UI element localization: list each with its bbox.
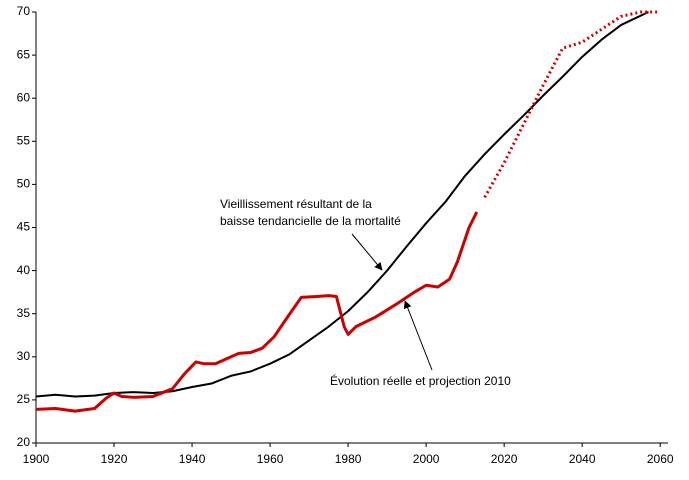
series-line [483,10,661,199]
y-tick-label: 55 [17,133,31,147]
y-tick-label: 35 [17,306,31,320]
arrow [403,300,433,371]
annotation: Évolution réelle et projection 2010 [330,373,511,388]
x-tick-label: 2040 [569,452,596,466]
x-tick-label: 1940 [179,452,206,466]
x-tick-label: 2020 [491,452,518,466]
x-tick-label: 2060 [647,452,674,466]
y-tick-label: 45 [17,220,31,234]
y-tick-label: 20 [17,435,31,449]
y-tick-label: 65 [17,47,31,61]
y-tick-label: 25 [17,392,31,406]
annotation: Vieillissement résultant de la [220,197,372,211]
x-tick-label: 1980 [335,452,362,466]
y-tick-label: 60 [17,90,31,104]
y-tick-label: 50 [17,177,31,191]
y-tick-label: 70 [17,4,31,18]
y-tick-label: 30 [17,349,31,363]
y-tick-label: 40 [17,263,31,277]
series-line [35,211,479,413]
arrow [351,233,383,271]
x-tick-label: 1960 [257,452,284,466]
x-tick-label: 2000 [413,452,440,466]
series-line [35,11,649,398]
x-tick-label: 1900 [23,452,50,466]
x-tick-label: 1920 [101,452,128,466]
annotation: baisse tendancielle de la mortalité [220,214,401,228]
